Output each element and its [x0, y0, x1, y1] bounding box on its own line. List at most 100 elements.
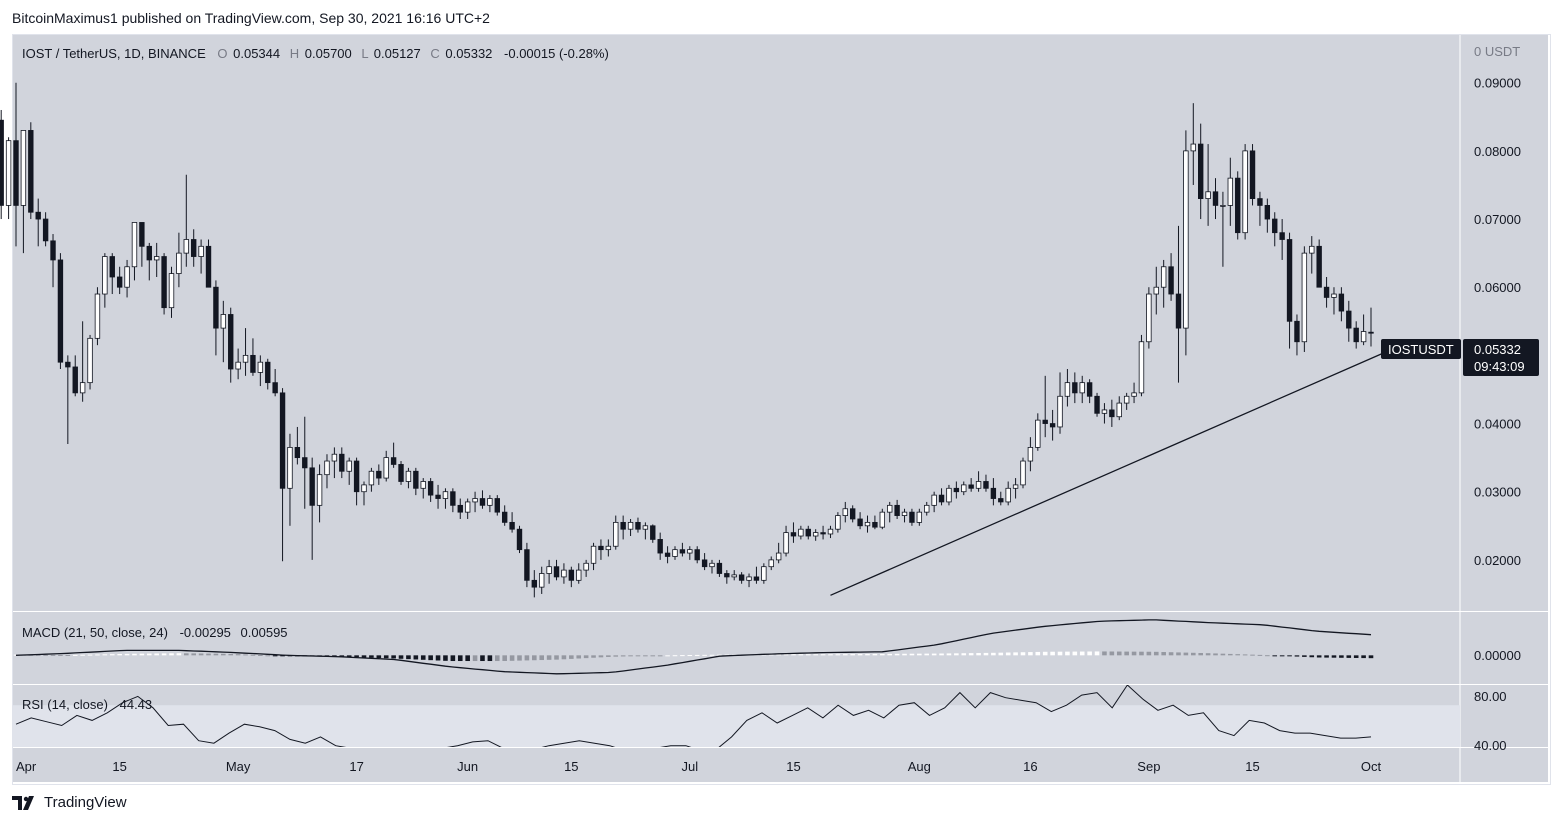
macd-value-1: -0.00295: [180, 625, 231, 640]
macd-axis-label: 0.00000: [1474, 648, 1521, 663]
macd-histogram-bar: [583, 655, 589, 659]
candle-down: [139, 222, 145, 247]
candle-down: [57, 259, 64, 363]
candle-down: [0, 119, 4, 206]
candle-down: [376, 470, 382, 479]
candle-up: [198, 245, 204, 257]
macd-histogram-bar: [672, 655, 678, 657]
candle-down: [435, 494, 441, 499]
macd-histogram-bar: [213, 653, 219, 656]
macd-histogram-bar: [35, 654, 41, 656]
time-tick-label: Jun: [457, 759, 478, 774]
macd-histogram-bar: [931, 653, 937, 656]
rsi-layer: [15, 685, 1372, 747]
macd-histogram-bar: [354, 655, 359, 658]
macd-histogram-bar: [1153, 651, 1159, 656]
macd-histogram-bar: [1042, 651, 1048, 656]
candle-down: [650, 525, 656, 540]
price-tick-label: 0.07000: [1474, 212, 1521, 227]
candle-up: [1146, 293, 1152, 343]
low-label: L: [361, 46, 368, 61]
macd-histogram-bar: [1361, 655, 1366, 659]
macd-pane-bg[interactable]: [13, 612, 1460, 684]
candle-down: [968, 484, 974, 489]
candle-down: [1235, 177, 1241, 234]
candle-down: [1286, 239, 1293, 322]
candle-up: [672, 549, 678, 557]
macd-histogram-bar: [1161, 652, 1166, 656]
macd-histogram-bar: [954, 653, 959, 656]
symbol-price-tag[interactable]: IOSTUSDT 0.05332 09:43:09: [1381, 339, 1539, 376]
macd-histogram-bar: [1139, 651, 1144, 656]
macd-histogram-bar: [798, 654, 804, 656]
rsi-title: RSI (14, close): [22, 697, 108, 712]
macd-histogram-bar: [1079, 651, 1085, 656]
price-axis-unit: 0 USDT: [1474, 44, 1520, 59]
candle-down: [516, 528, 523, 551]
macd-histogram-bar: [561, 655, 567, 660]
publisher-line: BitcoinMaximus1 published on TradingView…: [12, 10, 490, 26]
time-tick-label: Sep: [1137, 759, 1160, 774]
macd-histogram-bar: [228, 653, 234, 656]
candle-down: [938, 494, 945, 503]
rsi-line: [15, 685, 1372, 747]
candle-up: [420, 481, 426, 489]
macd-histogram-bar: [1050, 651, 1055, 656]
candle-down: [146, 245, 152, 261]
time-tick-label: 16: [1023, 759, 1037, 774]
candle-down: [191, 239, 197, 257]
candle-down: [1368, 331, 1374, 334]
macd-layer: [13, 619, 1374, 675]
macd-histogram-bar: [650, 655, 656, 657]
tradingview-logo[interactable]: TradingView: [12, 794, 127, 811]
macd-histogram-bar: [998, 652, 1004, 656]
macd-histogram-bar: [724, 654, 730, 656]
macd-histogram-bar: [569, 655, 574, 659]
candle-up: [1005, 487, 1011, 503]
price-tick-label: 0.02000: [1474, 553, 1521, 568]
macd-histogram-bar: [887, 653, 893, 656]
candle-up: [731, 574, 737, 578]
macd-histogram-bar: [95, 654, 100, 656]
macd-histogram-bar: [191, 653, 197, 656]
price-axis-bg: [1460, 35, 1548, 611]
macd-histogram-bar: [517, 655, 522, 661]
candle-down: [620, 521, 626, 530]
macd-histogram-bar: [842, 654, 848, 656]
macd-histogram-bar: [657, 655, 663, 657]
macd-histogram-bar: [65, 654, 71, 656]
tradingview-wordmark: TradingView: [44, 794, 127, 811]
candle-up: [1220, 205, 1226, 207]
macd-histogram-bar: [872, 653, 878, 656]
symbol-tag-bg: [1381, 339, 1461, 359]
macd-histogram-bar: [1309, 655, 1315, 658]
price-pane-bg[interactable]: [13, 35, 1460, 611]
macd-histogram-bar: [687, 655, 693, 657]
candle-up: [183, 239, 189, 254]
macd-histogram-bar: [243, 654, 248, 656]
macd-histogram-bar: [694, 654, 700, 656]
candle-up: [613, 521, 619, 547]
macd-histogram-bar: [258, 654, 263, 656]
macd-histogram-bar: [161, 653, 167, 656]
macd-histogram-bar: [909, 653, 915, 656]
macd-histogram-bar: [124, 653, 130, 656]
candle-up: [576, 569, 582, 581]
candle-up: [5, 140, 12, 206]
candle-up: [124, 266, 130, 288]
macd-histogram-bar: [420, 655, 426, 660]
candle-down: [1257, 198, 1263, 206]
candle-up: [220, 314, 227, 329]
macd-histogram-bar: [176, 653, 182, 656]
macd-histogram-bar: [776, 654, 781, 656]
macd-histogram-bar: [709, 654, 715, 656]
time-tick-label: Jul: [681, 759, 698, 774]
candle-up: [287, 447, 293, 489]
candle-down: [427, 481, 434, 496]
macd-histogram-bar: [894, 653, 900, 656]
candle-up: [487, 498, 493, 506]
macd-histogram-bar: [1035, 651, 1041, 656]
macd-histogram-bar: [265, 655, 271, 657]
macd-histogram-bar: [1131, 651, 1137, 656]
